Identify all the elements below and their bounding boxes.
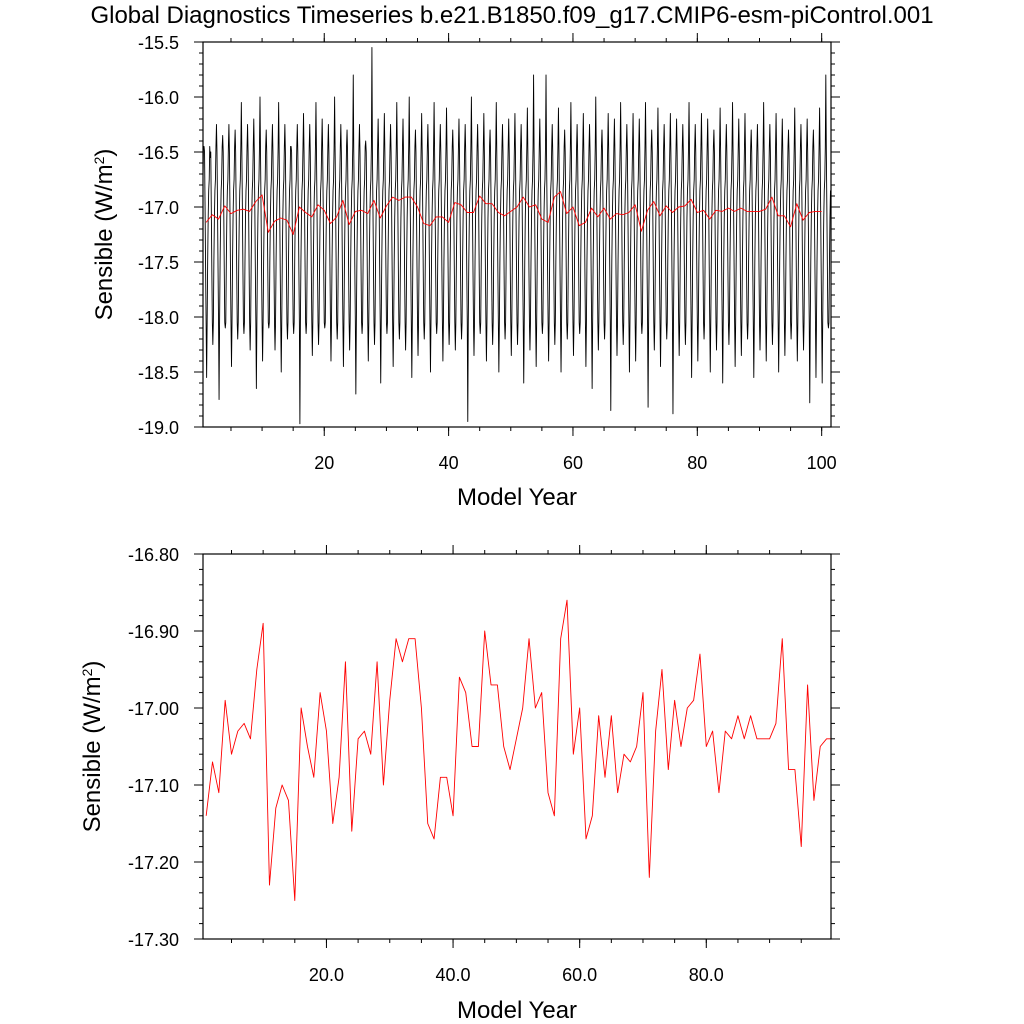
y-tick-label: -17.30 [128,930,179,950]
x-tick-label: 100 [807,453,837,473]
y-tick-label: -17.0 [138,198,179,218]
y-axis-label: Sensible (W/m2) [79,661,106,833]
x-tick-label: 80 [687,453,707,473]
bottom-panel-annual-mean: -17.30 -17.20 -17.10 -17.00 -16.90 -16.80 20.0… [79,545,840,1024]
x-tick-label: 60.0 [562,965,597,985]
y-tick-label: -15.5 [138,33,179,53]
y-tick-label: -16.80 [128,545,179,565]
plot-frame [202,41,832,428]
y-tick-label: -18.0 [138,308,179,328]
figure-title: Global Diagnostics Timeseries b.e21.B185… [90,2,934,29]
top-panel-timeseries: -19.0 -18.5 -18.0 -17.5 -17.0 -16.5 -16.0 -15.5… [91,33,840,511]
y-tick-label: -17.00 [128,699,179,719]
y-tick-label: -17.10 [128,776,179,796]
plot-area [205,599,831,901]
x-axis-label: Model Year [457,484,577,511]
x-tick-label: 80.0 [689,965,724,985]
y-tick-label: -19.0 [138,418,179,438]
plot-area [203,47,831,425]
annual-mean-series-line [205,191,822,235]
y-tick-label: -16.5 [138,143,179,163]
x-tick-label: 20.0 [309,965,344,985]
x-tick-label: 40.0 [436,965,471,985]
y-tick-label: -17.5 [138,253,179,273]
plot-frame [202,553,832,940]
y-tick-label: -18.5 [138,363,179,383]
monthly-series-line [203,47,831,425]
x-tick-label: 40 [439,453,459,473]
x-tick-label: 20 [314,453,334,473]
x-tick-label: 60 [563,453,583,473]
y-tick-label: -17.20 [128,853,179,873]
y-axis-label: Sensible (W/m2) [91,149,118,321]
y-tick-label: -16.0 [138,88,179,108]
y-tick-label: -16.90 [128,622,179,642]
annual-mean-series-line [205,599,831,901]
x-axis-label: Model Year [457,997,577,1024]
